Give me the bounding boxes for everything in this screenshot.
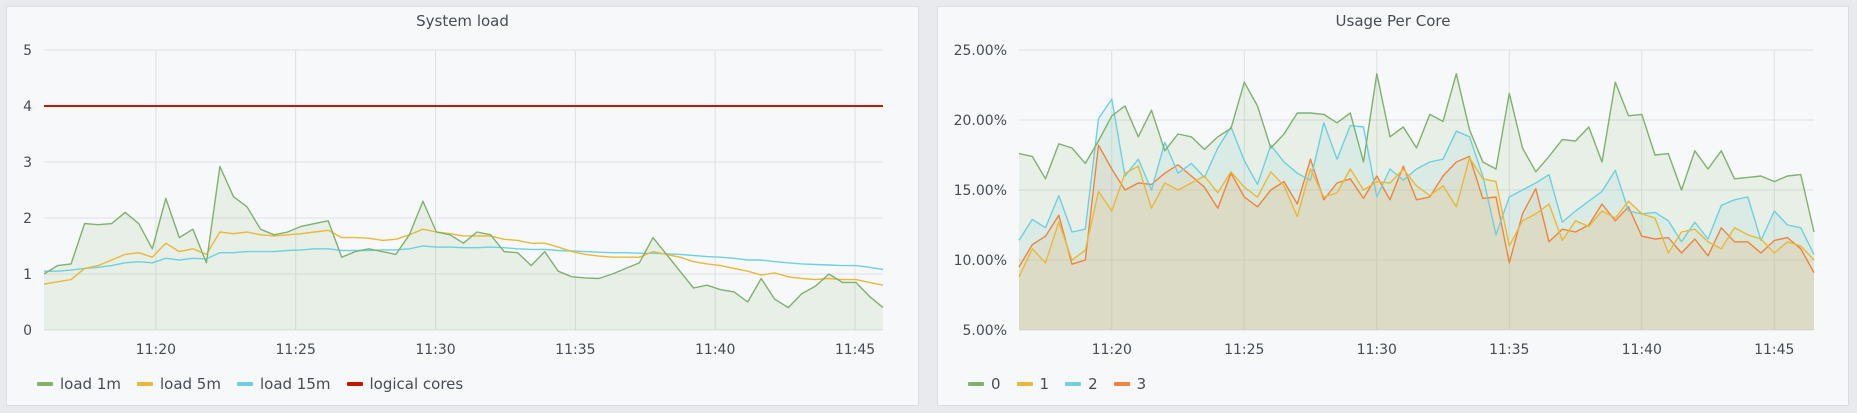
x-tick-label: 11:30 bbox=[415, 342, 455, 358]
x-tick-label: 11:30 bbox=[1357, 342, 1397, 358]
x-tick-label: 11:40 bbox=[695, 342, 735, 358]
legend: 0 1 2 3 bbox=[968, 375, 1146, 393]
system-load-chart: 0 1 2 3 4 5 11:20 11:25 11:30 11:35 11:40 11:45 bbox=[23, 43, 884, 358]
legend-item-core-0[interactable]: 0 bbox=[968, 375, 1001, 393]
legend-item-load-15m[interactable]: load 15m bbox=[236, 375, 331, 393]
x-tick-label: 11:20 bbox=[1092, 342, 1132, 358]
series-line-2 bbox=[1018, 98, 1815, 255]
series-area-2 bbox=[1019, 99, 1814, 330]
series-line-1 bbox=[1018, 157, 1815, 278]
x-tick-label: 11:25 bbox=[276, 342, 316, 358]
legend-item-core-3[interactable]: 3 bbox=[1113, 375, 1147, 393]
legend-swatch bbox=[1113, 382, 1130, 386]
y-tick-label: 5 bbox=[23, 43, 32, 59]
legend-label: logical cores bbox=[369, 375, 464, 393]
system-load-panel: System load 0 1 2 3 4 5 11:20 11:25 11:30 11:35 11… bbox=[6, 6, 919, 406]
series-line-load-5m bbox=[43, 228, 884, 286]
legend-label: 0 bbox=[991, 375, 1001, 393]
legend-item-core-2[interactable]: 2 bbox=[1065, 375, 1098, 393]
y-tick-label: 5.00% bbox=[963, 323, 1007, 339]
y-tick-label: 1 bbox=[23, 267, 32, 283]
x-tick-label: 11:20 bbox=[136, 342, 176, 358]
legend-item-logical-cores[interactable]: logical cores bbox=[346, 375, 464, 393]
legend-swatch bbox=[1016, 382, 1033, 386]
series-line-3 bbox=[1018, 144, 1815, 273]
legend-swatch bbox=[37, 382, 53, 386]
legend-item-load-1m[interactable]: load 1m bbox=[37, 375, 121, 393]
x-tick-label: 11:40 bbox=[1622, 342, 1662, 358]
legend-swatch bbox=[346, 382, 363, 386]
legend-label: load 5m bbox=[159, 375, 221, 393]
legend-label: 2 bbox=[1088, 375, 1098, 393]
series-area-1 bbox=[1019, 157, 1814, 330]
x-tick-label: 11:45 bbox=[1754, 342, 1794, 358]
y-tick-label: 15.00% bbox=[954, 183, 1007, 199]
series-line-0 bbox=[1018, 73, 1815, 233]
legend-label: 3 bbox=[1136, 375, 1147, 393]
panel-title: Usage Per Core bbox=[1335, 12, 1451, 30]
x-tick-label: 11:35 bbox=[1489, 342, 1529, 358]
y-tick-label: 4 bbox=[23, 99, 32, 115]
legend-swatch bbox=[236, 382, 253, 386]
y-tick-label: 2 bbox=[23, 211, 32, 227]
legend-item-core-1[interactable]: 1 bbox=[1016, 375, 1050, 393]
series-area-3 bbox=[1019, 145, 1814, 330]
series-line-load-15m bbox=[44, 245, 884, 272]
legend: load 1m load 5m load 15m logical cores bbox=[37, 375, 463, 393]
x-tick-label: 11:35 bbox=[555, 342, 595, 358]
panel-title: System load bbox=[416, 12, 509, 30]
legend-swatch bbox=[136, 382, 153, 386]
series-area-0 bbox=[1019, 73, 1814, 331]
y-tick-label: 3 bbox=[23, 155, 32, 171]
y-tick-label: 0 bbox=[23, 323, 32, 339]
legend-label: 1 bbox=[1039, 375, 1050, 393]
x-tick-label: 11:25 bbox=[1224, 342, 1264, 358]
usage-per-core-chart: 5.00% 10.00% 15.00% 20.00% 25.00% 11:20 11:25 1… bbox=[954, 43, 1815, 358]
legend-item-load-5m[interactable]: load 5m bbox=[136, 375, 221, 393]
y-tick-label: 10.00% bbox=[954, 253, 1007, 269]
usage-per-core-panel: Usage Per Core 5.00% 10.00% 15.00% 20.00% 25… bbox=[937, 6, 1849, 406]
y-tick-label: 25.00% bbox=[954, 43, 1007, 59]
legend-label: load 15m bbox=[259, 375, 331, 393]
legend-swatch bbox=[1065, 382, 1082, 386]
series-line-load-1m bbox=[43, 165, 884, 309]
x-tick-label: 11:45 bbox=[835, 342, 875, 358]
y-tick-label: 20.00% bbox=[954, 113, 1007, 129]
legend-label: load 1m bbox=[60, 375, 121, 393]
legend-swatch bbox=[968, 382, 984, 386]
